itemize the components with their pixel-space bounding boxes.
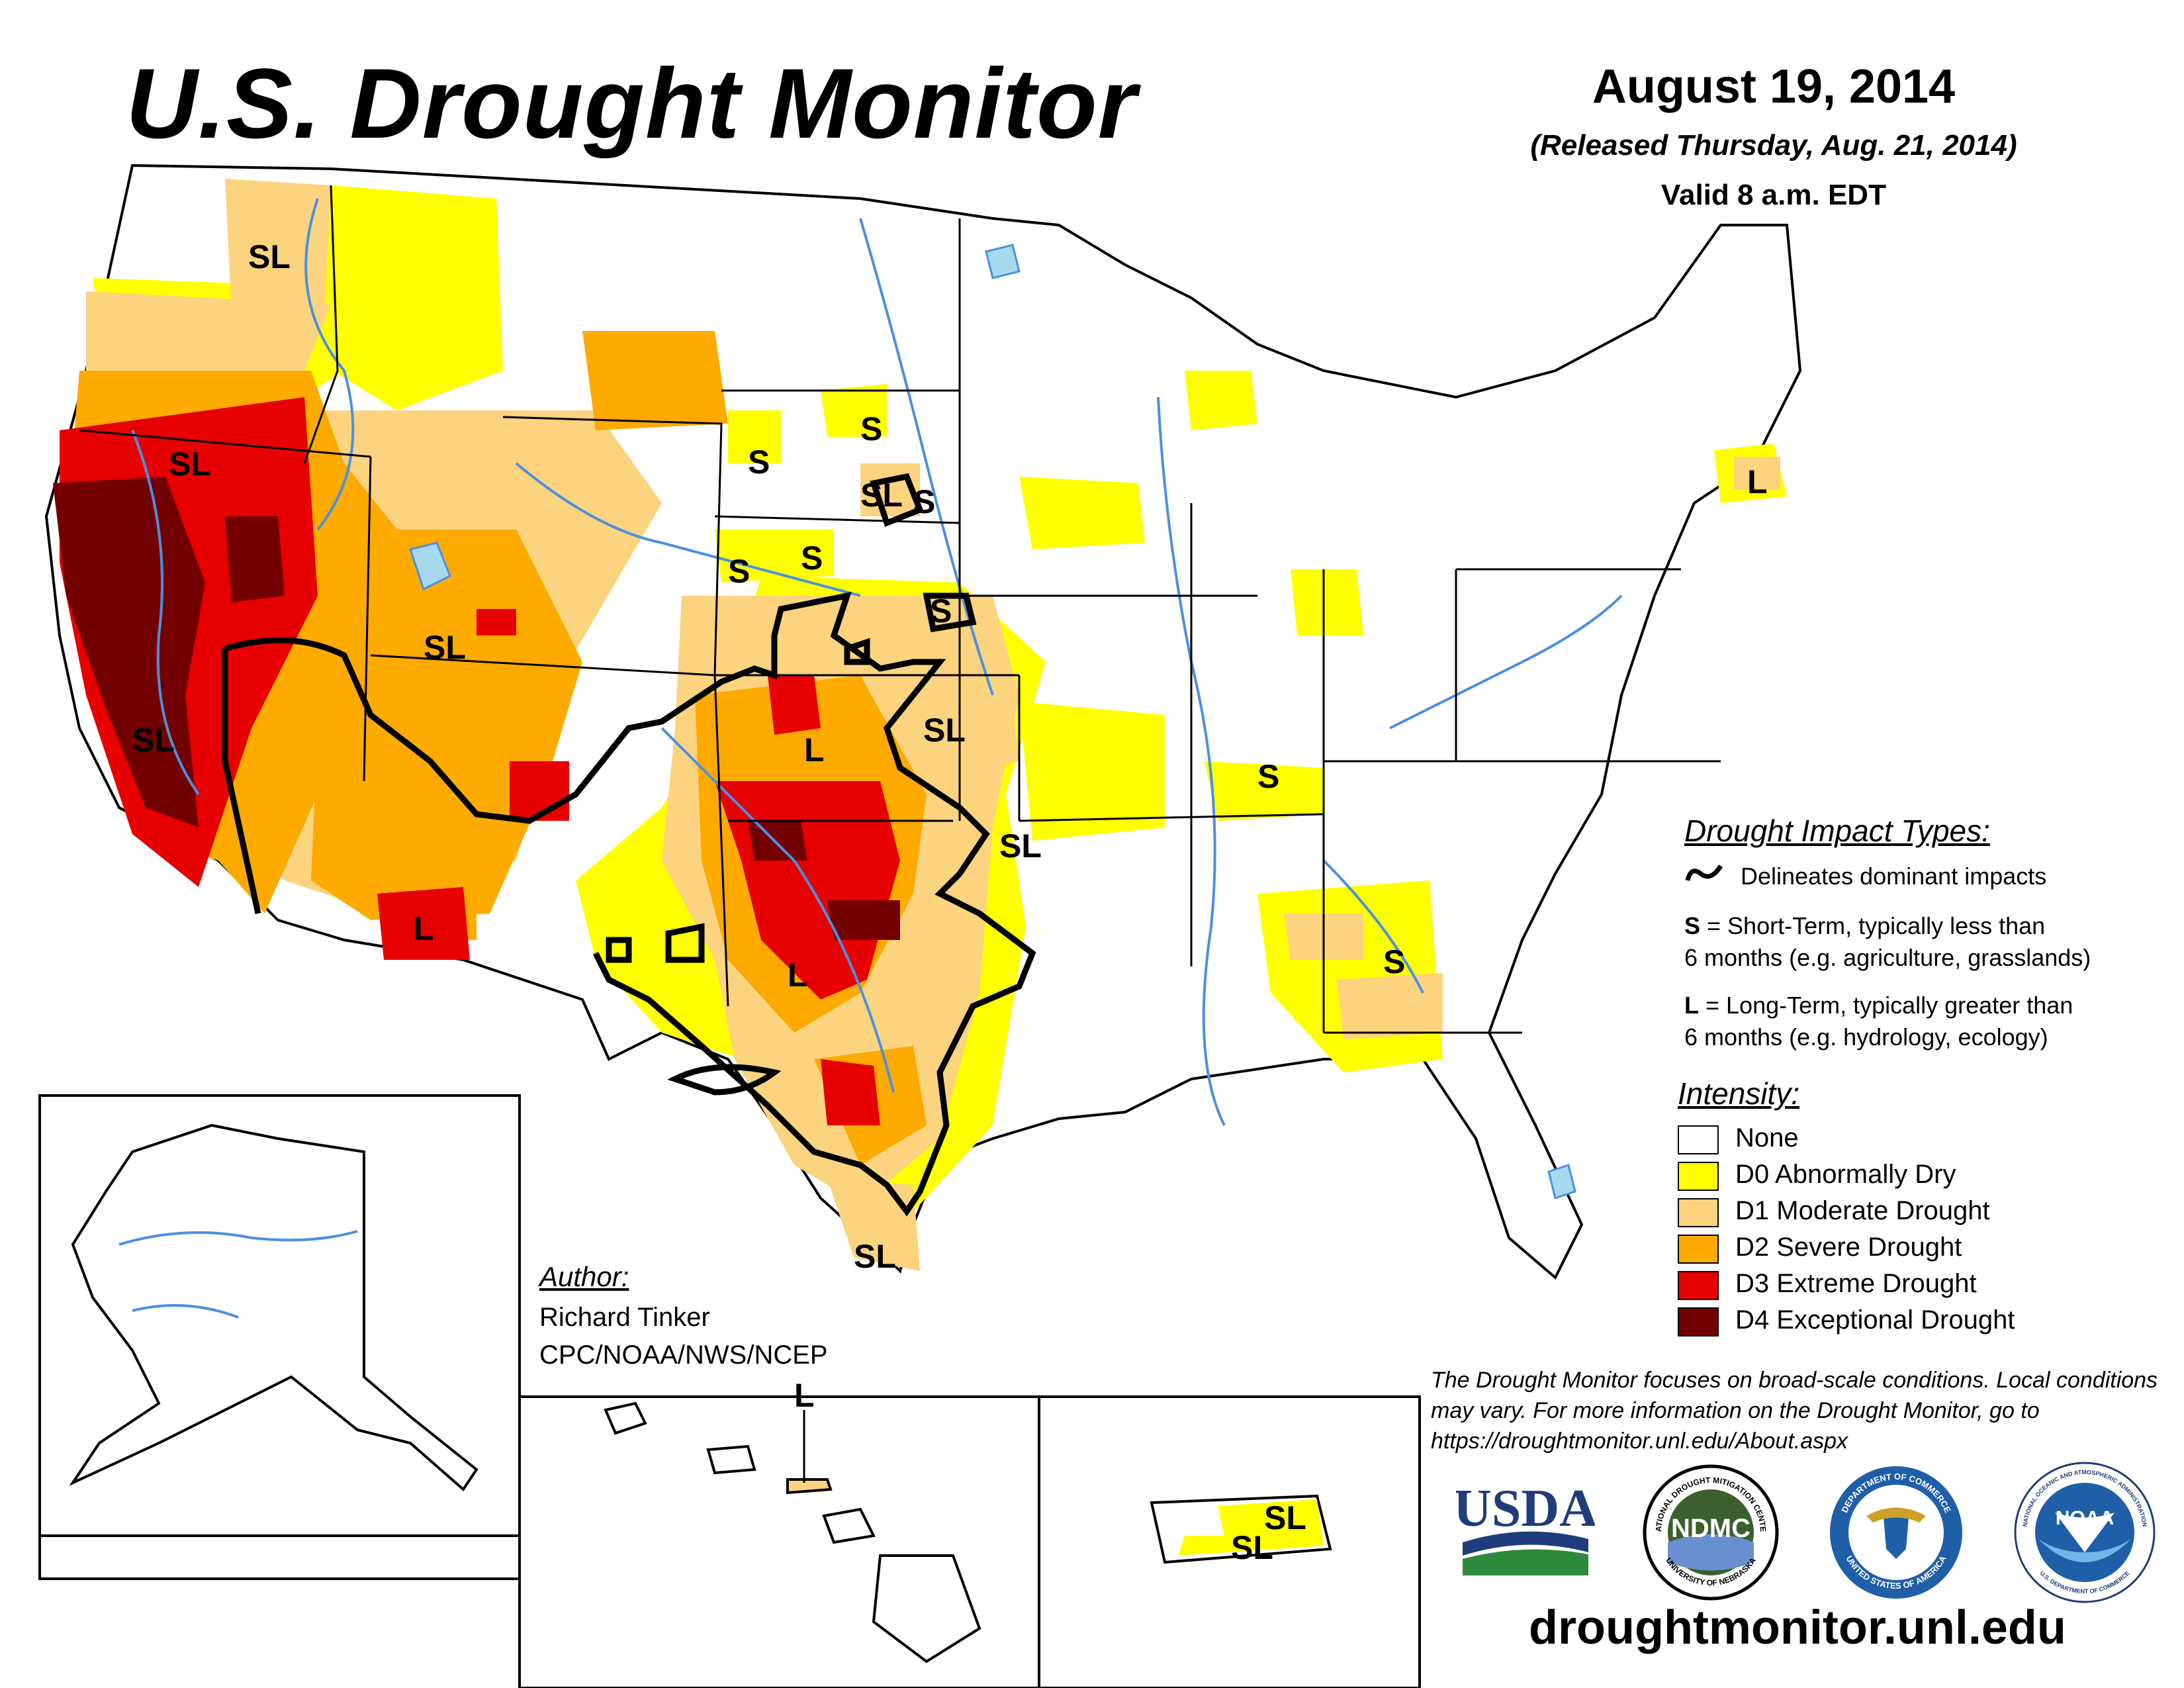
impact-line-label: Delineates dominant impacts (1741, 863, 2047, 890)
swatch-d0 (1678, 1162, 1719, 1191)
intensity-label-d4: D4 Exceptional Drought (1735, 1305, 2015, 1335)
intensity-label-d0: D0 Abnormally Dry (1735, 1160, 1956, 1189)
label-s-nd: S (860, 410, 882, 447)
label-sl-pr-north: SL (1264, 1499, 1306, 1536)
label-s-ne-west: S (728, 553, 750, 590)
website-link[interactable]: droughtmonitor.unl.edu (1529, 1601, 2066, 1654)
intensity-label-d2: D2 Severe Drought (1735, 1233, 1962, 1262)
label-s-sd-west: S (748, 444, 770, 481)
hawaii-inset-frame (518, 1395, 1040, 1688)
ndmc-logo: NATIONAL DROUGHT MITIGATION CENTER UNIVE… (1641, 1463, 1779, 1601)
label-l-ks: L (804, 731, 825, 769)
label-sl-ok: SL (999, 827, 1042, 865)
usda-logo-text: USDA (1456, 1479, 1595, 1538)
lakes (409, 244, 1576, 1199)
intensity-label-d1: D1 Moderate Drought (1735, 1196, 1990, 1225)
hawaii-islands (604, 1401, 981, 1664)
impact-line-icon (1685, 865, 1723, 881)
author-heading: Author: (539, 1261, 629, 1292)
state-borders (79, 185, 1721, 1034)
intensity-heading: Intensity: (1678, 1076, 1800, 1111)
impact-short-term-text: = Short-Term, typically less than (1700, 912, 2046, 939)
label-s-ia: S (930, 592, 952, 630)
usda-logo: USDA (1456, 1479, 1595, 1575)
map-labels: SL SL SL SL SL SL SL SL S S S S S S S S … (132, 238, 1768, 1275)
intensity-label-none: None (1735, 1123, 1799, 1152)
author-org: CPC/NOAA/NWS/NCEP (539, 1340, 828, 1370)
noaa-logo-text: NOAA (2056, 1507, 2114, 1529)
swatch-none (1678, 1125, 1719, 1154)
ndmc-logo-text: NDMC (1671, 1514, 1751, 1543)
impact-long-term-text: = Long-Term, typically greater than (1699, 992, 2073, 1019)
impact-types-heading: Drought Impact Types: (1684, 814, 1990, 848)
valid-time: Valid 8 a.m. EDT (1661, 179, 1886, 211)
label-s-ky: S (1257, 758, 1279, 795)
map-date: August 19, 2014 (1592, 60, 1956, 113)
label-sl-pr-south: SL (1231, 1529, 1273, 1566)
label-sl-sd: SL (860, 477, 903, 514)
label-l-tx: L (788, 957, 808, 994)
label-s-ga: S (1383, 943, 1405, 980)
alaska-shape (69, 1123, 478, 1492)
label-s-ne: S (801, 539, 823, 577)
rivers (131, 198, 1623, 1126)
label-sl-tx: SL (854, 1238, 896, 1275)
swatch-d1 (1678, 1198, 1719, 1227)
swatch-d3 (1678, 1271, 1719, 1300)
impact-long-term-line1: L = Long-Term, typically greater than (1684, 990, 2073, 1021)
impact-short-term-line1: S = Short-Term, typically less than (1684, 910, 2045, 942)
label-sl-ut: SL (424, 629, 466, 666)
impact-long-term-line2: 6 months (e.g. hydrology, ecology) (1684, 1023, 2048, 1051)
alaska-rivers (118, 1230, 358, 1319)
label-sl-or: SL (169, 445, 211, 483)
disclaimer-text: The Drought Monitor focuses on broad-sca… (1431, 1368, 2158, 1454)
label-sl-wa: SL (248, 238, 291, 275)
impact-short-term-key: S (1684, 912, 1701, 939)
release-date: (Released Thursday, Aug. 21, 2014) (1530, 129, 2017, 162)
label-sl-ks: SL (923, 712, 966, 749)
impact-lines (222, 473, 1036, 1217)
label-l-az: L (414, 910, 434, 947)
commerce-logo: DEPARTMENT OF COMMERCE UNITED STATES OF … (1830, 1466, 1962, 1599)
impact-short-term-line2: 6 months (e.g. agriculture, grasslands) (1684, 944, 2091, 971)
label-s-mn: S (913, 483, 935, 520)
puerto-rico-d0-area (1178, 1499, 1324, 1556)
noaa-logo: NATIONAL OCEANIC AND ATMOSPHERIC ADMINIS… (2014, 1462, 2156, 1603)
author-name: Richard Tinker (539, 1303, 710, 1332)
label-l-ma: L (1747, 463, 1768, 500)
label-l-hi: L (794, 1377, 815, 1414)
label-sl-ca: SL (132, 722, 175, 759)
swatch-d2 (1678, 1235, 1719, 1264)
impact-long-term-key: L (1684, 992, 1699, 1019)
intensity-label-d3: D3 Extreme Drought (1735, 1269, 1977, 1298)
page-title: U.S. Drought Monitor (126, 48, 1138, 159)
swatch-d4 (1678, 1307, 1719, 1336)
